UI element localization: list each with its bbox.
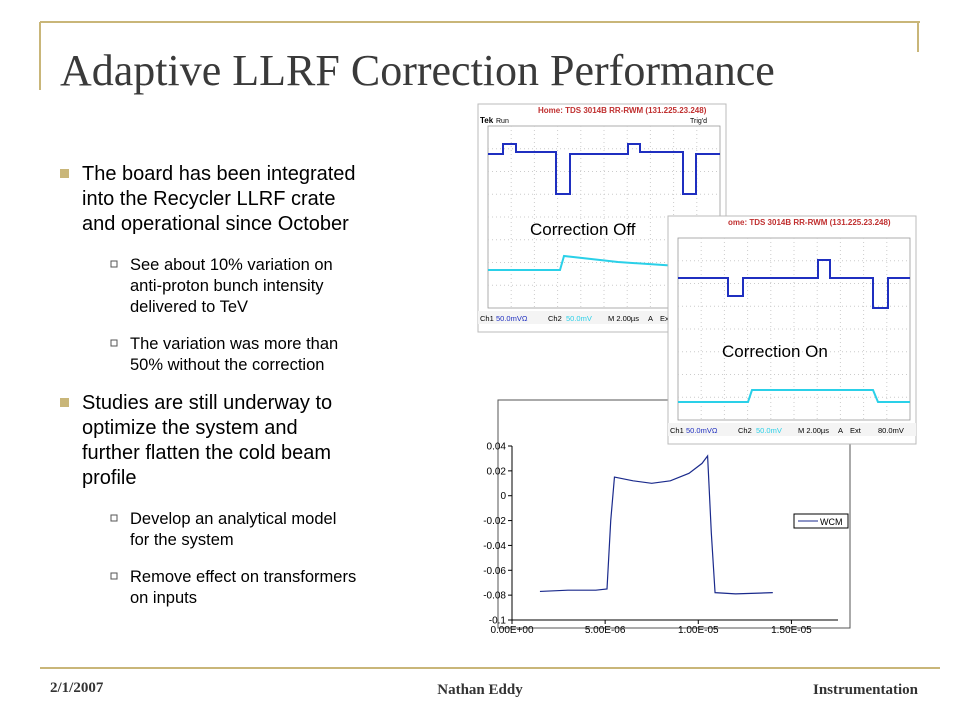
footer-group: Instrumentation xyxy=(813,682,919,698)
sub-bullet-text: Remove effect on transformers xyxy=(130,568,356,586)
y-tick-label: -0.08 xyxy=(483,591,506,602)
scope-status: Ch2 xyxy=(738,426,752,435)
legend-box xyxy=(793,513,849,529)
bullet-text: optimize the system and xyxy=(82,417,298,439)
scope-status: 80.0mV xyxy=(878,426,904,435)
y-tick-label: -0.1 xyxy=(489,616,507,627)
sub-bullet-square xyxy=(110,514,118,522)
bullet-text: into the Recycler LLRF crate xyxy=(82,188,335,210)
sub-bullet-text: for the system xyxy=(130,531,234,549)
bullet-text: further flatten the cold beam xyxy=(82,442,331,464)
sub-bullet-text: The variation was more than xyxy=(130,335,338,353)
sub-bullet-square xyxy=(110,260,118,268)
scope-status: 50.0mVΩ xyxy=(496,314,528,323)
sub-bullet-text: anti-proton bunch intensity xyxy=(130,277,324,295)
sub-bullet-square xyxy=(110,572,118,580)
legend-label: WCM xyxy=(820,517,843,527)
sub-bullet-text: See about 10% variation on xyxy=(130,256,333,274)
scope-caption: Correction On xyxy=(722,342,828,361)
y-tick-label: -0.02 xyxy=(483,516,506,527)
slide-title: Adaptive LLRF Correction Performance xyxy=(60,46,775,95)
y-tick-label: 0.02 xyxy=(487,466,507,477)
blue-trace xyxy=(678,259,910,309)
scope-status: A xyxy=(838,426,843,435)
scope-header: Home: TDS 3014B RR-RWM (131.225.23.248) xyxy=(538,106,707,115)
sub-bullet-text: Develop an analytical model xyxy=(130,510,336,528)
scope-status: Ext xyxy=(850,426,862,435)
scope-trig: Trig'd xyxy=(690,118,707,125)
x-tick-label: 5.00E-06 xyxy=(585,625,626,636)
sub-bullet-text: on inputs xyxy=(130,589,197,607)
footer-author: Nathan Eddy xyxy=(437,682,523,698)
bullet-text: Studies are still underway to xyxy=(82,392,332,414)
scope-caption: Correction Off xyxy=(530,220,636,239)
y-tick-label: 0.04 xyxy=(487,442,507,453)
scope-status: Ch1 xyxy=(480,314,494,323)
scope-status: Ch1 xyxy=(670,426,684,435)
footer-date: 2/1/2007 xyxy=(50,680,104,696)
scope-status: 50.0mV xyxy=(756,426,782,435)
sub-bullet-square xyxy=(110,339,118,347)
bullet-text: and operational since October xyxy=(82,213,349,235)
scope-tek: Tek xyxy=(480,116,494,125)
scope-header: ome: TDS 3014B RR-RWM (131.225.23.248) xyxy=(728,218,891,227)
scope-status: M 2.00µs xyxy=(798,426,829,435)
sub-bullet-text: delivered to TeV xyxy=(130,298,248,316)
x-tick-label: 1.50E-05 xyxy=(771,625,812,636)
scope-status: A xyxy=(648,314,653,323)
bullet-list: The board has been integrated into the Re… xyxy=(60,163,356,607)
blue-trace xyxy=(488,143,720,195)
scope-status: 50.0mVΩ xyxy=(686,426,718,435)
bullet-text: The board has been integrated xyxy=(82,163,356,185)
y-tick-label: -0.04 xyxy=(483,541,506,552)
scope-status-bar xyxy=(668,423,916,436)
scope-status: Ch2 xyxy=(548,314,562,323)
scope-screenshot: ome: TDS 3014B RR-RWM (131.225.23.248) Ch… xyxy=(667,215,917,445)
scope-run: Run xyxy=(496,118,509,125)
y-tick-label: -0.06 xyxy=(483,566,506,577)
y-tick-label: 0 xyxy=(500,491,506,502)
figures: Home: TDS 3014B RR-RWM (131.225.23.248) T… xyxy=(477,103,917,636)
scope-status: Ext xyxy=(660,314,672,323)
scope-status: M 2.00µs xyxy=(608,314,639,323)
sub-bullet-text: 50% without the correction xyxy=(130,356,324,374)
x-tick-label: 0.00E+00 xyxy=(490,625,534,636)
bullet-text: profile xyxy=(82,467,136,489)
x-tick-label: 1.00E-05 xyxy=(678,625,719,636)
scope-status-bar xyxy=(478,311,726,324)
bullet-square xyxy=(60,398,69,407)
scope-status: 50.0mV xyxy=(566,314,592,323)
cyan-trace xyxy=(678,389,910,403)
bullet-square xyxy=(60,169,69,178)
line-series xyxy=(539,454,773,595)
